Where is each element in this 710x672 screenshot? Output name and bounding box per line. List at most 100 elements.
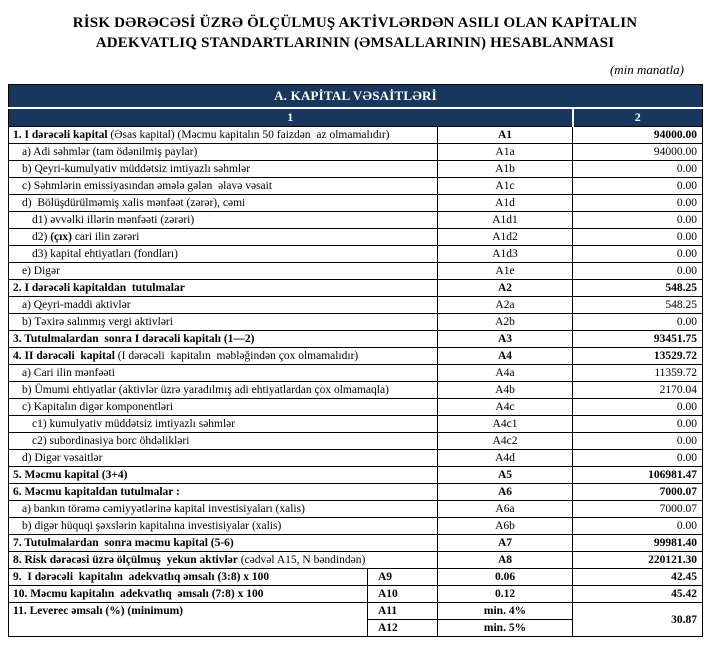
- row-label: 6. Məcmu kapitaldan tutulmalar :: [8, 482, 438, 501]
- table-row: b) Qeyri-kumulyativ müddətsiz imtiyazlı …: [8, 159, 704, 178]
- row-value: 94000.00: [571, 125, 704, 144]
- row-label: 11. Leverec əmsalı (%) (minimum): [8, 602, 368, 638]
- table-row: 5. Məcmu kapital (3+4) A5 106981.47: [8, 465, 704, 484]
- row-label-text: d) Bölüşdürülməmiş xalis mənfəət (zərər)…: [22, 196, 246, 209]
- row-value: 0.00: [571, 448, 704, 467]
- table-row: b) Təxirə salınmış vergi aktivləri A2b 0.0…: [8, 312, 704, 331]
- row-value: 0.00: [571, 516, 704, 535]
- row-value: 93451.75: [571, 329, 704, 348]
- row-label-text: b) Təxirə salınmış vergi aktivləri: [22, 315, 173, 328]
- row-value: 99981.40: [571, 533, 704, 552]
- row-code: A8: [437, 550, 573, 570]
- row-label-text: e) Digər: [22, 264, 60, 277]
- row-value: 30.87: [571, 602, 704, 638]
- row-code: A1c: [437, 176, 573, 195]
- table-row: d) Bölüşdürülməmiş xalis mənfəət (zərər)…: [8, 193, 704, 212]
- row-label-text: b) Qeyri-kumulyativ müddətsiz imtiyazlı …: [22, 162, 251, 175]
- section-header-row: A. KAPİTAL VƏSAİTLƏRİ: [7, 83, 704, 109]
- table-row: 7. Tutulmalardan sonra məcmu kapital (5-…: [8, 533, 704, 552]
- row-label: 9. I dərəcəli kapitalın adekvatlıq əmsal…: [8, 567, 368, 587]
- row-code: A4c2: [437, 431, 573, 450]
- row-label: d2) (çıx) cari ilin zərəri: [8, 227, 438, 246]
- row-value: 0.00: [571, 193, 704, 212]
- row-code: A11: [367, 602, 438, 621]
- row-code: A2b: [437, 312, 573, 331]
- section-header: A. KAPİTAL VƏSAİTLƏRİ: [7, 83, 704, 109]
- row-label-text: 1. I dərəcəli kapital: [13, 128, 108, 141]
- page-title-line2: ADEKVATLIQ STANDARTLARININ (ƏMSALLARININ…: [95, 34, 615, 51]
- row-value: 13529.72: [571, 346, 704, 365]
- row-code: A9: [367, 567, 438, 587]
- row-value: 0.00: [571, 414, 704, 433]
- row-label-text: d3) kapital ehtiyatları (fondları): [32, 247, 178, 260]
- row-label: a) bankın törəmə cəmiyyətlərinə kapital …: [8, 499, 438, 518]
- row-label: 7. Tutulmalardan sonra məcmu kapital (5-…: [8, 533, 438, 552]
- table-row: b) Ümumi ehtiyatlar (aktivlər üzrə yarad…: [8, 380, 704, 399]
- row-code: A1d1: [437, 210, 573, 229]
- row-label: a) Qeyri-maddi aktivlər: [8, 295, 438, 314]
- row-mid-value: 0.12: [437, 585, 573, 604]
- row-label-text: 5. Məcmu kapital (3+4): [13, 468, 128, 481]
- row-value: 548.25: [571, 295, 704, 314]
- row-label-text: a) Adi səhmlər (tam ödənilmiş paylar): [22, 145, 198, 158]
- row-label-text: d1) əvvəlki illərin mənfəəti (zərəri): [32, 213, 195, 226]
- row-code: A12: [367, 619, 438, 638]
- row-label: 10. Məcmu kapitalın adekvatlıq əmsalı (7…: [8, 585, 368, 604]
- table-row: a) Cari ilin mənfəəti A4a 11359.72: [8, 363, 704, 382]
- row-label: 3. Tutulmalardan sonra I dərəcəli kapita…: [8, 329, 438, 348]
- table-row: d) Digər vəsaitlər A4d 0.00: [8, 448, 704, 467]
- row-value: 7000.07: [571, 499, 704, 518]
- table-row: e) Digər A1e 0.00: [8, 261, 704, 280]
- row-label-text: 9. I dərəcəli kapitalın adekvatlıq əmsal…: [13, 571, 270, 583]
- row-value: 0.00: [571, 397, 704, 416]
- row-code: A1d2: [437, 227, 573, 246]
- row-value: 0.00: [571, 210, 704, 229]
- row-value: 11359.72: [571, 363, 704, 382]
- page-title-line1: RİSK DƏRƏCƏSİ ÜZRƏ ÖLÇÜLMUŞ AKTİVLƏRDƏN …: [72, 15, 638, 31]
- row-value: 220121.30: [571, 550, 704, 570]
- row-label: 4. II dərəcəli kapital (I dərəcəli kapit…: [8, 346, 438, 365]
- row-label: d3) kapital ehtiyatları (fondları): [8, 244, 438, 263]
- row-label-text: d) Digər vəsaitlər: [22, 451, 103, 464]
- row-label: b) digər hüquqi şəxslərin kapitalına inv…: [8, 516, 438, 535]
- row-label-text: (Əsas kapital) (Məcmu kapitalın 50 faizd…: [107, 128, 390, 141]
- row-label-text: b) digər hüquqi şəxslərin kapitalına inv…: [22, 519, 282, 532]
- row-code: A6a: [437, 499, 573, 518]
- row-value: 42.45: [571, 567, 704, 587]
- row-mid-value: min. 4%: [437, 602, 573, 621]
- row-code: A4d: [437, 448, 573, 467]
- table-row: 2. I dərəcəli kapitaldan tutulmalar A2 548…: [8, 278, 704, 297]
- row-label: c) Səhmlərin emissiyasından əmələ gələn …: [8, 176, 438, 195]
- row-label: b) Ümumi ehtiyatlar (aktivlər üzrə yarad…: [8, 380, 438, 399]
- row-code: A1a: [437, 142, 573, 161]
- table-row: a) bankın törəmə cəmiyyətlərinə kapital …: [8, 499, 704, 518]
- table-row: c1) kumulyativ müddətsiz imtiyazlı səhml…: [8, 414, 704, 433]
- row-label: a) Adi səhmlər (tam ödənilmiş paylar): [8, 142, 438, 161]
- row-label-text: (I dərəcəli kapitalın məbləğindən çox ol…: [114, 349, 359, 362]
- table-row: 4. II dərəcəli kapital (I dərəcəli kapit…: [8, 346, 704, 365]
- row-label: 8. Risk dərəcəsi üzrə ölçülmuş yekun akt…: [8, 550, 438, 570]
- capital-table: A. KAPİTAL VƏSAİTLƏRİ 1 2 1. I dərəcəli …: [7, 83, 704, 638]
- unit-note: (min manatla): [0, 62, 684, 78]
- row-label-text: a) Qeyri-maddi aktivlər: [22, 298, 131, 311]
- row-label-text: c1) kumulyativ müddətsiz imtiyazlı səhml…: [32, 417, 236, 430]
- row-code: A1: [437, 125, 573, 144]
- row-label-text: 6. Məcmu kapitaldan tutulmalar :: [13, 485, 180, 498]
- row-value: 0.00: [571, 227, 704, 246]
- row-label-text: (çıx): [50, 230, 72, 243]
- row-label-text: 2. I dərəcəli kapitaldan tutulmalar: [13, 281, 185, 294]
- row-value: 0.00: [571, 244, 704, 263]
- row-label-text: 7. Tutulmalardan sonra məcmu kapital (5-…: [13, 536, 234, 549]
- row-label-text: cari ilin zərəri: [71, 230, 140, 243]
- row-label-text: 4. II dərəcəli kapital: [13, 349, 115, 362]
- table-row: 10. Məcmu kapitalın adekvatlıq əmsalı (7…: [8, 585, 704, 604]
- row-code: A3: [437, 329, 573, 348]
- row-code: A10: [367, 585, 438, 604]
- row-label: a) Cari ilin mənfəəti: [8, 363, 438, 382]
- row-label-text: c2) subordinasiya borc öhdəlikləri: [32, 434, 190, 447]
- capital-table-body: 1. I dərəcəli kapital (Əsas kapital) (Mə…: [8, 125, 704, 638]
- column-header-1: 1: [8, 107, 574, 127]
- table-row: 9. I dərəcəli kapitalın adekvatlıq əmsal…: [8, 567, 704, 587]
- row-label: c) Kapitalın digər komponentləri: [8, 397, 438, 416]
- table-row: 11. Leverec əmsalı (%) (minimum) A11 min. …: [8, 602, 704, 638]
